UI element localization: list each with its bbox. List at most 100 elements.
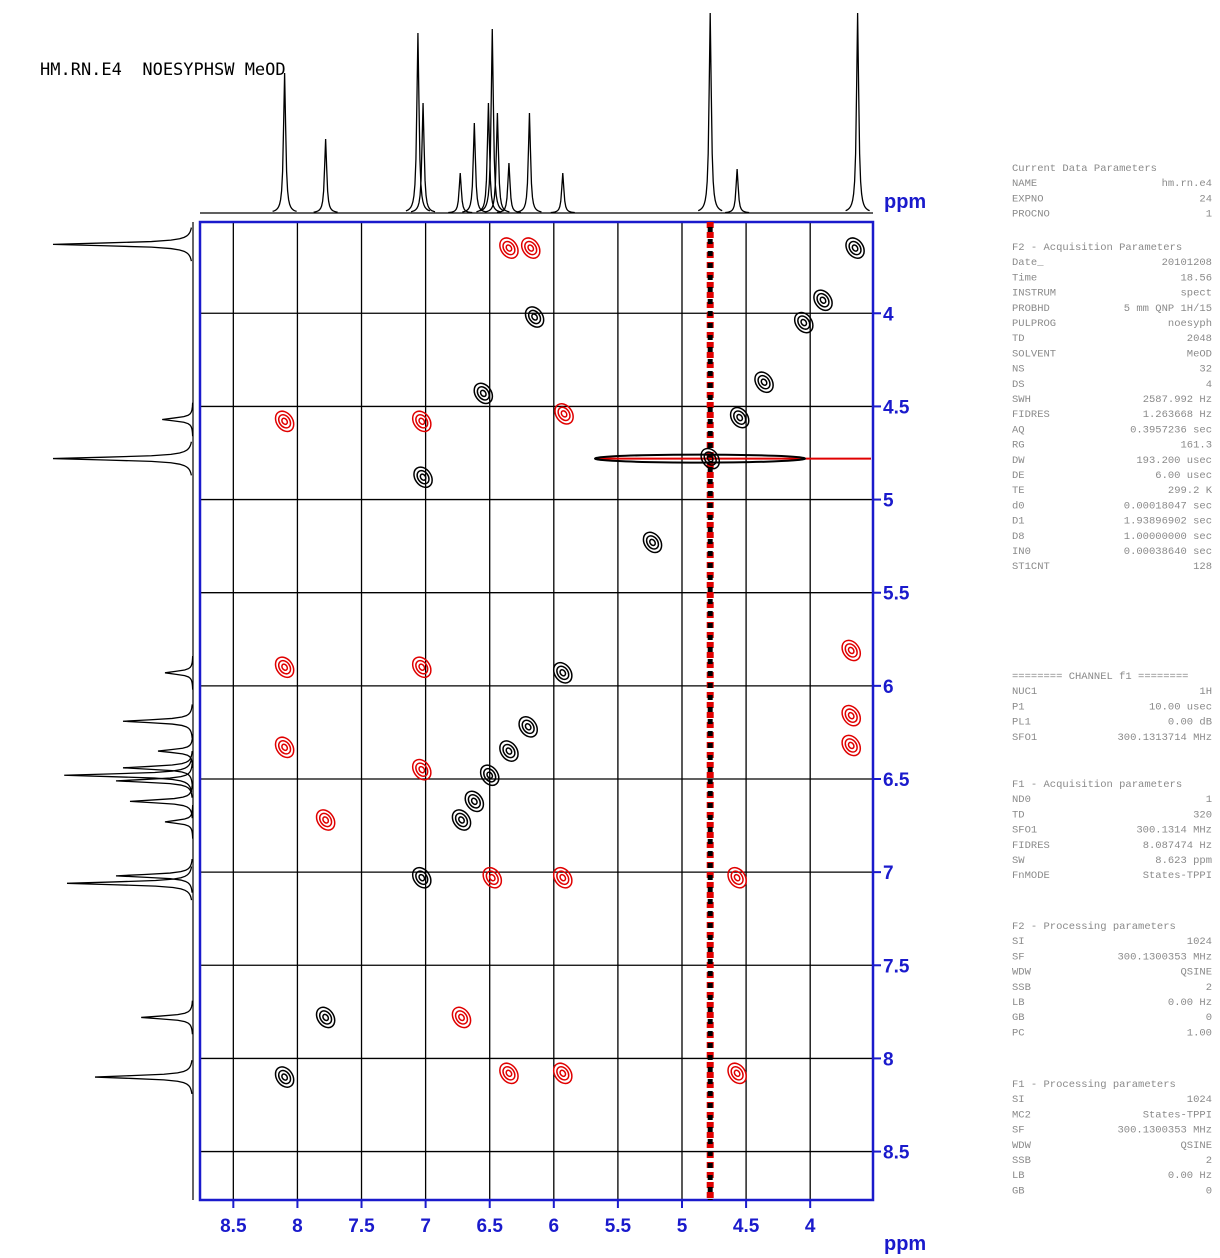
left-projection-peak [141, 1000, 194, 1035]
param-value: States-TPPI [1143, 1109, 1212, 1121]
param-name: SI [1012, 936, 1025, 948]
param-name: PROBHD [1012, 303, 1050, 315]
param-name: SFO1 [1012, 732, 1037, 744]
contour [415, 414, 429, 429]
contour [454, 812, 469, 828]
contour [315, 1006, 336, 1029]
peak [274, 1066, 295, 1088]
param-header: F1 - Processing parameters [1012, 1079, 1176, 1091]
param-name: LB [1012, 997, 1025, 1009]
top-projection-peak [313, 138, 338, 213]
contour [733, 1069, 741, 1078]
contour [476, 386, 490, 401]
contour [318, 812, 333, 828]
contour [847, 741, 855, 750]
param-value: 0.00 Hz [1168, 1170, 1212, 1182]
param-value: 10.00 usec [1149, 701, 1212, 713]
peak [642, 531, 663, 554]
contour [418, 417, 426, 426]
peak [473, 382, 494, 405]
peak [793, 311, 814, 334]
contour [727, 1062, 747, 1085]
y-tick-label: 7.5 [883, 956, 910, 977]
contour [274, 410, 295, 433]
peak [813, 289, 833, 312]
peak [841, 704, 862, 727]
contour [499, 237, 519, 259]
contour [556, 870, 570, 886]
param-name: PROCNO [1012, 209, 1050, 221]
param-value: 8.087474 Hz [1143, 840, 1212, 852]
param-value: 18.56 [1180, 272, 1212, 284]
contour [552, 661, 573, 684]
left-projection-peak [164, 805, 194, 839]
param-name: GB [1012, 1185, 1025, 1197]
param-value: 1 [1206, 794, 1212, 806]
contour [502, 1066, 516, 1081]
contour [418, 765, 426, 774]
param-name: LB [1012, 1170, 1025, 1182]
param-value: 1024 [1187, 936, 1212, 948]
contour [521, 719, 535, 735]
contour [415, 659, 429, 675]
contour [482, 866, 503, 889]
top-projection-peak [448, 172, 473, 214]
param-name: TD [1012, 809, 1025, 821]
contour [554, 403, 574, 425]
contour [277, 414, 292, 429]
contour [415, 762, 429, 778]
contour [819, 296, 827, 305]
param-value: 0.3957236 sec [1130, 424, 1212, 436]
peak [411, 758, 432, 781]
peak [315, 1006, 336, 1029]
param-header: F2 - Acquisition Parameters [1012, 242, 1182, 254]
contour [851, 244, 859, 252]
contour [559, 873, 567, 882]
peak [524, 306, 545, 328]
contour [318, 1010, 333, 1025]
param-name: PULPROG [1012, 318, 1056, 330]
contour [524, 240, 538, 256]
param-value: 2 [1206, 1155, 1212, 1167]
contour [277, 659, 292, 675]
y-tick-label: 4.5 [883, 397, 910, 418]
param-name: d0 [1012, 500, 1025, 512]
param-value: States-TPPI [1143, 870, 1212, 882]
y-tick-label: 6 [883, 677, 894, 698]
param-value: 300.1300353 MHz [1117, 1125, 1212, 1137]
param-name: Date_ [1012, 257, 1044, 269]
param-value: 128 [1193, 561, 1212, 573]
peak [845, 237, 865, 259]
contour [560, 410, 568, 418]
param-header: Current Data Parameters [1012, 163, 1157, 175]
left-projection-peak [164, 655, 194, 690]
y-tick-label: 6.5 [883, 770, 910, 791]
contour [727, 866, 747, 889]
param-name: SF [1012, 1125, 1025, 1137]
top-projection-peak [410, 102, 436, 213]
param-name: MC2 [1012, 1109, 1031, 1121]
contour [411, 866, 432, 889]
contour [418, 873, 426, 882]
top-projection-peak [496, 162, 522, 214]
param-name: EXPNO [1012, 193, 1044, 205]
contour [505, 747, 513, 755]
top-projection-peak [272, 72, 297, 212]
top-projection-peak [462, 122, 487, 213]
contour [458, 1013, 465, 1022]
peak [274, 410, 295, 433]
param-value: 4 [1206, 379, 1212, 391]
contour [281, 663, 289, 672]
param-name: D1 [1012, 516, 1025, 528]
peak [479, 764, 500, 787]
peak [411, 656, 432, 679]
param-value: 24 [1199, 193, 1212, 205]
contour [322, 816, 330, 824]
param-value: 1H [1199, 686, 1212, 698]
contour [467, 794, 481, 809]
contour [733, 410, 747, 425]
param-name: SSB [1012, 1155, 1031, 1167]
top-projection-peak [517, 112, 542, 213]
param-name: SI [1012, 1094, 1025, 1106]
